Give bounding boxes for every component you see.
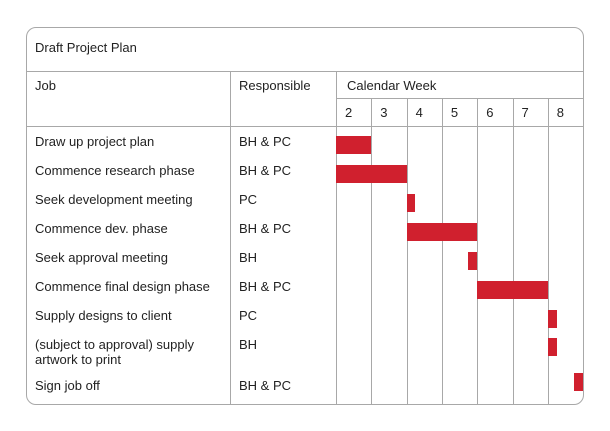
week-gridline	[547, 98, 549, 404]
week-gridline	[512, 98, 514, 404]
week-tick-label: 8	[556, 105, 565, 120]
responsible-label: BH & PC	[239, 378, 292, 393]
job-label: artwork to print	[35, 352, 121, 367]
task-bar	[477, 281, 548, 299]
responsible-label: BH & PC	[239, 163, 292, 178]
responsible-label: BH & PC	[239, 279, 292, 294]
week-gridline	[371, 98, 373, 404]
divider	[230, 71, 231, 404]
responsible-header: Responsible	[239, 78, 311, 93]
task-bar	[406, 194, 416, 212]
task-bar	[406, 223, 478, 241]
task-bar	[468, 252, 478, 270]
responsible-label: PC	[239, 192, 258, 207]
week-tick-label: 5	[450, 105, 459, 120]
job-label: Sign job off	[35, 378, 100, 393]
divider	[336, 98, 583, 99]
divider	[336, 71, 337, 404]
job-header: Job	[35, 78, 56, 93]
week-gridline	[406, 98, 408, 404]
job-label: Commence research phase	[35, 163, 195, 178]
week-tick-label: 7	[521, 105, 529, 120]
task-bar	[336, 136, 372, 154]
job-label: Seek development meeting	[35, 192, 193, 207]
chart-title: Draft Project Plan	[35, 40, 137, 55]
job-label: Commence dev. phase	[35, 221, 168, 236]
week-gridline	[441, 98, 443, 404]
job-label: Commence final design phase	[35, 279, 210, 294]
week-tick-label: 6	[486, 105, 494, 120]
week-tick-label: 4	[415, 105, 423, 120]
divider	[27, 126, 583, 127]
task-bar	[574, 373, 583, 391]
gantt-chart: Draft Project Plan Job Responsible Calen…	[26, 27, 584, 405]
responsible-label: BH	[239, 250, 258, 265]
responsible-label: BH & PC	[239, 221, 292, 236]
week-tick-label: 3	[380, 105, 388, 120]
task-bar	[547, 310, 557, 328]
task-bar	[547, 338, 557, 356]
job-label: Supply designs to client	[35, 308, 172, 323]
responsible-label: BH & PC	[239, 134, 292, 149]
task-bar	[336, 165, 407, 183]
divider	[27, 71, 583, 72]
job-label: Seek approval meeting	[35, 250, 168, 265]
job-label: Draw up project plan	[35, 134, 155, 149]
responsible-label: PC	[239, 308, 258, 323]
week-gridline	[477, 98, 479, 404]
responsible-label: BH	[239, 337, 258, 352]
calendar-header: Calendar Week	[347, 78, 437, 93]
week-tick-label: 2	[345, 105, 353, 120]
job-label: (subject to approval) supply	[35, 337, 194, 352]
